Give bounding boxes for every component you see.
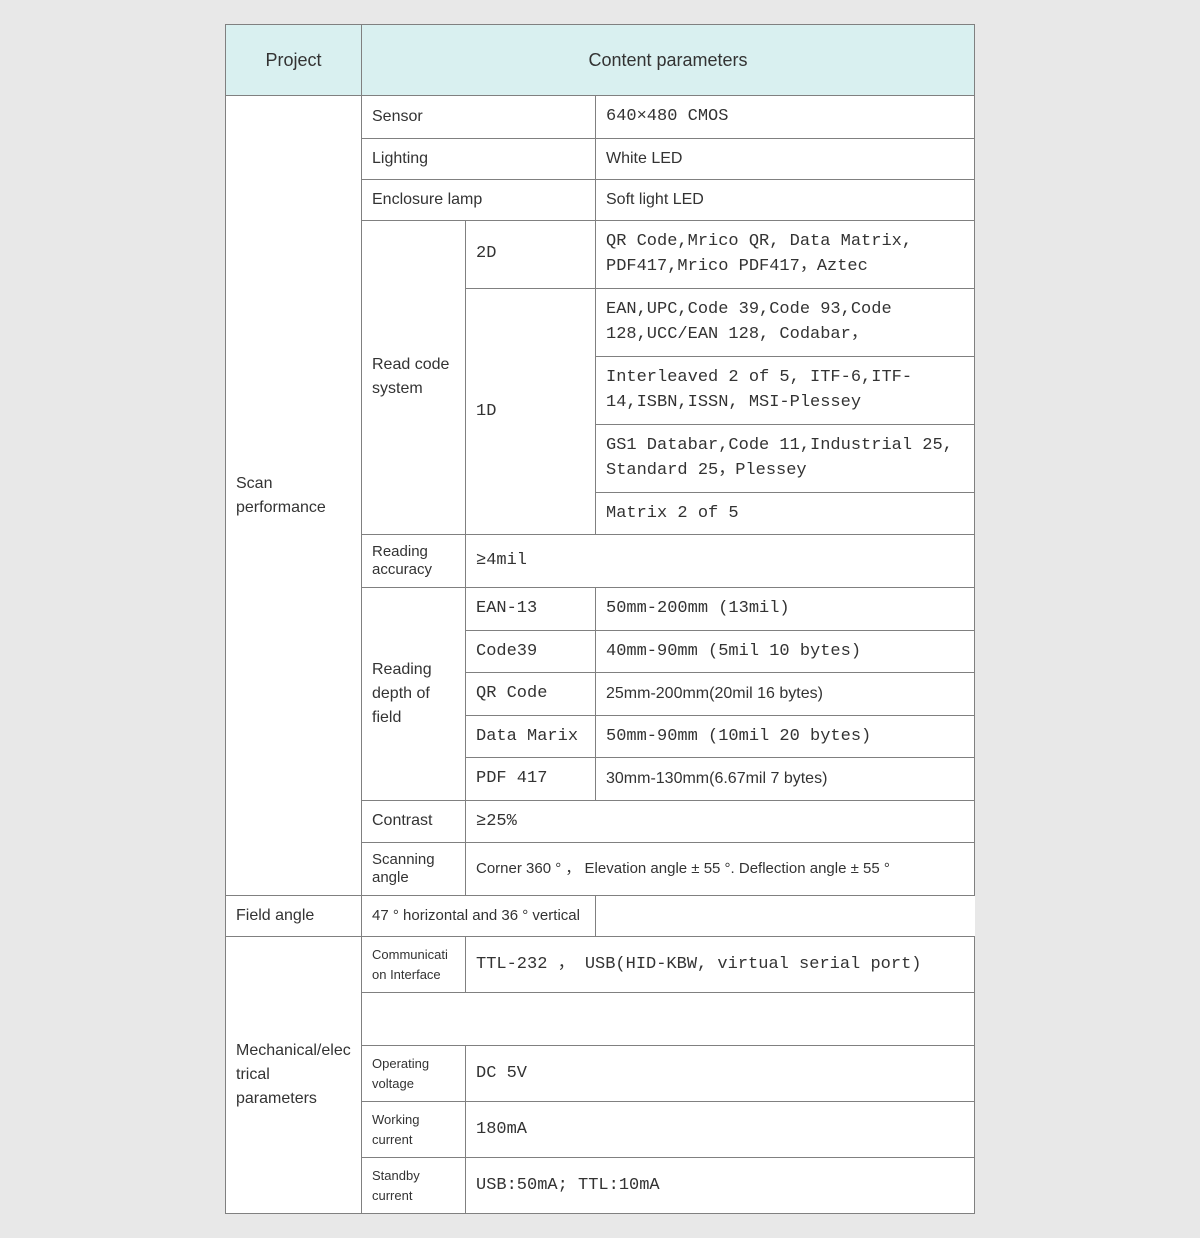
value-lighting: White LED xyxy=(596,138,975,179)
value-operating-voltage: DC 5V xyxy=(466,1046,975,1102)
value-1d-row2: Interleaved 2 of 5, ITF-6,ITF-14,ISBN,IS… xyxy=(596,356,975,424)
value-working-current: 180mA xyxy=(466,1102,975,1158)
value-enclosure: Soft light LED xyxy=(596,179,975,220)
label-comm-interface: Communication Interface xyxy=(362,937,466,993)
label-depth-qrcode: QR Code xyxy=(466,673,596,716)
label-depth-ean13: EAN-13 xyxy=(466,588,596,631)
value-reading-accuracy: ≥4mil xyxy=(466,535,975,588)
label-depth-datamatrix: Data Marix xyxy=(466,715,596,758)
value-field-angle: 47 ° horizontal and 36 ° vertical xyxy=(362,896,596,937)
value-scanning-angle: Corner 360 ° ， Elevation angle ± 55 °. D… xyxy=(466,843,975,896)
value-depth-ean13: 50mm-200mm (13mil) xyxy=(596,588,975,631)
label-working-current: Working current xyxy=(362,1102,466,1158)
label-reading-accuracy: Reading accuracy xyxy=(362,535,466,588)
value-contrast: ≥25% xyxy=(466,800,975,843)
label-standby-current: Standby current xyxy=(362,1158,466,1214)
value-2d: QR Code,Mrico QR, Data Matrix, PDF417,Mr… xyxy=(596,220,975,288)
value-depth-datamatrix: 50mm-90mm (10mil 20 bytes) xyxy=(596,715,975,758)
label-reading-depth: Reading depth of field xyxy=(362,588,466,801)
spec-table: Project Content parameters Scan performa… xyxy=(225,24,975,1214)
header-project: Project xyxy=(226,25,362,96)
label-contrast: Contrast xyxy=(362,800,466,843)
label-lighting: Lighting xyxy=(362,138,596,179)
label-operating-voltage: Operating voltage xyxy=(362,1046,466,1102)
label-read-code-system: Read code system xyxy=(362,220,466,535)
label-2d: 2D xyxy=(466,220,596,288)
value-1d-row4: Matrix 2 of 5 xyxy=(596,492,975,535)
value-1d-row3: GS1 Databar,Code 11,Industrial 25, Stand… xyxy=(596,424,975,492)
spec-table-container: Project Content parameters Scan performa… xyxy=(225,24,975,1214)
label-1d: 1D xyxy=(466,288,596,535)
value-depth-qrcode: 25mm-200mm(20mil 16 bytes) xyxy=(596,673,975,716)
label-field-angle: Field angle xyxy=(226,896,362,937)
label-depth-pdf417: PDF 417 xyxy=(466,758,596,801)
header-content: Content parameters xyxy=(362,25,975,96)
label-sensor: Sensor xyxy=(362,96,596,139)
label-depth-code39: Code39 xyxy=(466,630,596,673)
value-standby-current: USB:50mA; TTL:10mA xyxy=(466,1158,975,1214)
value-depth-code39: 40mm-90mm (5mil 10 bytes) xyxy=(596,630,975,673)
value-sensor: 640×480 CMOS xyxy=(596,96,975,139)
value-1d-row1: EAN,UPC,Code 39,Code 93,Code 128,UCC/EAN… xyxy=(596,288,975,356)
spacer-row xyxy=(362,993,975,1046)
label-enclosure: Enclosure lamp xyxy=(362,179,596,220)
value-comm-interface: TTL-232 ， USB(HID-KBW, virtual serial po… xyxy=(466,937,975,993)
label-scanning-angle: Scanning angle xyxy=(362,843,466,896)
section-scan-performance: Scan performance xyxy=(226,96,362,896)
section-mechanical-electrical: Mechanical/electrical parameters xyxy=(226,937,362,1214)
value-depth-pdf417: 30mm-130mm(6.67mil 7 bytes) xyxy=(596,758,975,801)
